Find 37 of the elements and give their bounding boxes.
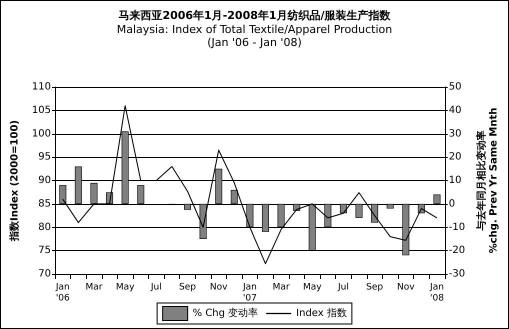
y2-tick-label: 20 — [448, 152, 462, 163]
x-tick-label: Nov — [397, 282, 416, 292]
y-tick-label: 90 — [38, 175, 51, 186]
y2-tick-label: -20 — [448, 245, 466, 256]
y2-tick-label: -30 — [448, 268, 466, 280]
x-tick-label: Mar — [85, 282, 103, 292]
x-tick-label: Mar — [272, 282, 290, 292]
y-tick-label: 105 — [32, 104, 51, 116]
y2-tick-label: 30 — [448, 128, 462, 140]
x-tick-label: Sep — [366, 282, 384, 292]
y-tick-label: 70 — [38, 268, 51, 280]
y-tick-label: 85 — [38, 198, 51, 210]
y2-tick-label: 10 — [448, 175, 462, 186]
y2-tick-label: 50 — [448, 82, 462, 92]
legend-label: % Chg 变动率 — [192, 307, 258, 319]
x-tick-label: Jul — [336, 282, 349, 292]
chart-title: 马来西亚2006年1月-2008年1月纺织品/服装生产指数 — [118, 9, 392, 22]
y2-tick-label: 0 — [448, 198, 456, 210]
x-tick-label: Jan '08 — [429, 282, 444, 304]
x-tick-label: Jan '07 — [242, 282, 257, 304]
x-tick-label: May — [302, 282, 322, 292]
y2-axis-title: 与去年同月相比变动率 %chg. Prev Yr Same Mnth — [476, 108, 500, 254]
y-tick-label: 80 — [38, 222, 51, 233]
y-tick-label: 100 — [32, 128, 51, 140]
x-tick-label: May — [116, 282, 136, 292]
y2-tick-label: -10 — [448, 222, 466, 233]
x-tick-label: Jul — [150, 282, 162, 292]
x-tick-label: Sep — [179, 282, 196, 292]
legend-label: Index 指数 — [296, 307, 347, 319]
chart-subtitle: Malaysia: Index of Total Textile/Apparel Production (Jan '06 - Jan '08) — [116, 23, 392, 49]
x-tick-label: Jan '06 — [54, 282, 70, 304]
y-tick-label: 95 — [38, 152, 51, 163]
y2-tick-label: 40 — [448, 104, 462, 116]
x-tick-label: Nov — [210, 282, 228, 292]
y-axis-title: 指数Index (2000=100) — [8, 120, 20, 242]
y-tick-label: 110 — [32, 82, 51, 92]
y-tick-label: 75 — [38, 245, 51, 256]
